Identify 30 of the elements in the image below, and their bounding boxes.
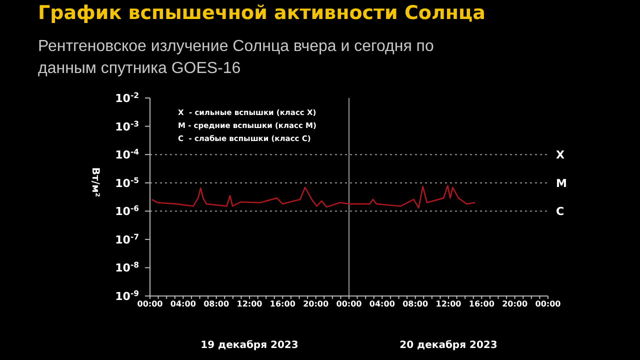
x-tick-label: 08:00 <box>204 300 230 309</box>
chart-title: График вспышечной активности Солнца <box>38 2 486 24</box>
y-tick-label: 10$^{-3}$ <box>115 118 139 134</box>
y-axis-title: Вт/м² <box>89 167 100 197</box>
x-tick-label: 00:00 <box>535 300 562 309</box>
chart-subtitle: Рентгеновское излучение Солнца вчера и сегодня по данным спутника GOES-16 <box>38 37 435 79</box>
x-tick-label: 16:00 <box>468 300 495 309</box>
y-tick-label: 10$^{-8}$ <box>115 260 139 275</box>
x-tick-label: 00:00 <box>336 300 362 309</box>
x-tick-label: 08:00 <box>402 300 428 309</box>
text: 19 декабря 2023 <box>200 340 300 351</box>
y-tick-label: 10$^{-4}$ <box>115 147 139 162</box>
x-tick-label: 12:00 <box>236 300 263 309</box>
x-tick-label: 20:00 <box>502 300 528 309</box>
ref-line-label: X <box>556 148 565 162</box>
x-tick-label: 20:00 <box>303 300 329 309</box>
line-series <box>151 185 476 209</box>
ref-line-label: C <box>556 205 564 218</box>
y-tick-label: 10$^{-7}$ <box>115 232 139 246</box>
y-tick-label: 10$^{-9}$ <box>115 288 139 303</box>
x-tick-label: 00:00 <box>137 300 164 309</box>
x-tick-label: 16:00 <box>270 300 296 309</box>
x-tick-label: 04:00 <box>170 300 196 309</box>
y-tick-label: 10$^{-5}$ <box>115 175 139 190</box>
text: 20 декабря 2023 <box>398 340 498 351</box>
y-tick-label: 10$^{-2}$ <box>115 90 139 105</box>
ref-line-label: M <box>556 176 567 190</box>
x-tick-label: 04:00 <box>369 300 396 309</box>
y-tick-label: 10$^{-6}$ <box>115 204 139 218</box>
x-tick-label: 12:00 <box>436 300 462 309</box>
